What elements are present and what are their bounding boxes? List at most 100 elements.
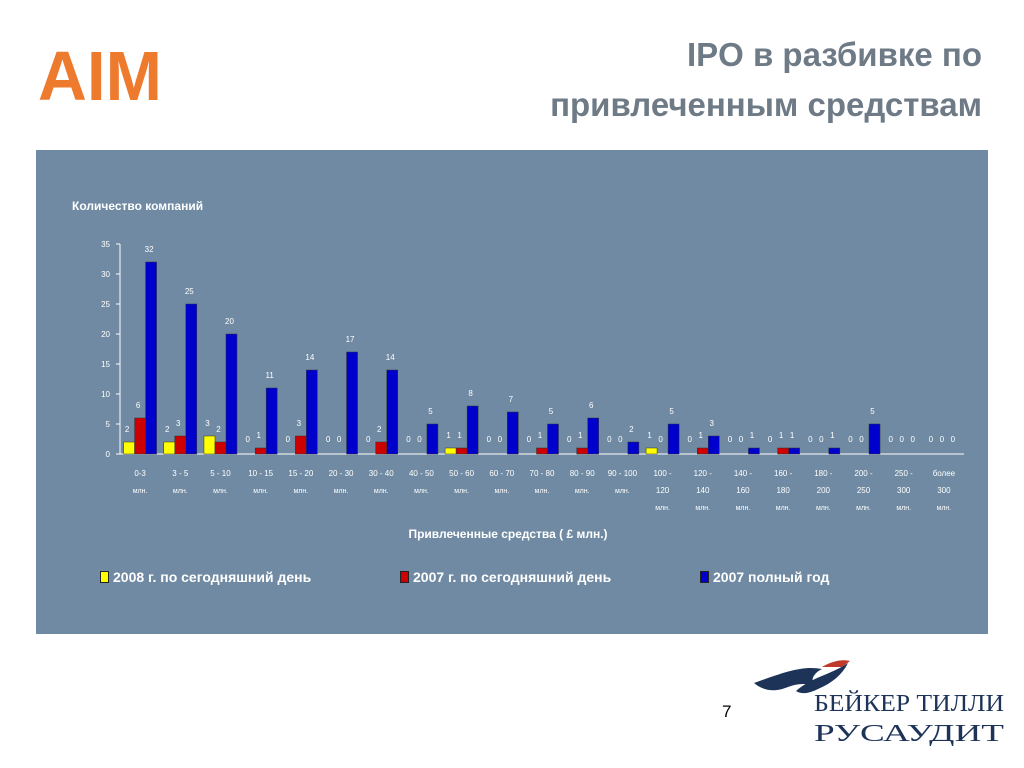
value-label-s2-c16: 1: [790, 431, 795, 440]
value-label-s2-c18: 5: [870, 407, 875, 416]
bar-s1-c14: [697, 447, 709, 455]
y-tick-label-4: 20: [101, 330, 110, 339]
x-tick-label-10-line-1: млн.: [535, 488, 550, 495]
value-label-s0-c0: 2: [125, 425, 130, 434]
x-tick-label-20-line-0: более: [933, 469, 956, 478]
bar-s2-c2: [225, 333, 238, 455]
x-tick-label-11-line-1: млн.: [575, 488, 590, 495]
x-tick-label-14-line-1: 140: [696, 486, 710, 495]
value-label-s1-c9: 0: [498, 435, 503, 444]
value-label-s2-c9: 7: [509, 395, 514, 404]
x-tick-label-3-line-1: млн.: [253, 488, 268, 495]
bar-s1-c3: [254, 447, 267, 455]
x-tick-label-14-line-2: млн.: [695, 505, 710, 512]
x-tick-label-11-line-0: 80 - 90: [570, 469, 595, 478]
legend-label-2007-full: 2007 полный год: [713, 569, 830, 585]
x-tick-label-8-line-0: 50 - 60: [449, 469, 474, 478]
y-axis-ticks: 0 5 10 15 20 25 30 35: [101, 240, 120, 459]
legend-label-2007-partial: 2007 г. по сегодняшний день: [413, 569, 612, 585]
bar-s2-c8: [466, 405, 479, 455]
x-tick-label-19-line-1: 300: [897, 486, 911, 495]
value-label-s0-c16: 0: [768, 435, 773, 444]
y-tick-label-6: 30: [101, 270, 110, 279]
x-tick-label-10-line-0: 70 - 80: [530, 469, 555, 478]
value-label-s0-c12: 0: [607, 435, 612, 444]
value-label-s1-c15: 0: [739, 435, 744, 444]
value-label-s0-c3: 0: [245, 435, 250, 444]
bar-s1-c16: [777, 447, 789, 455]
y-axis-label: Количество компаний: [72, 199, 203, 213]
x-tick-label-20-line-2: млн.: [937, 505, 952, 512]
value-label-s2-c20: 0: [951, 435, 956, 444]
value-label-s2-c6: 14: [386, 353, 395, 362]
value-label-s2-c14: 3: [710, 419, 715, 428]
bar-s2-c7: [426, 423, 439, 455]
x-tick-label-5-line-0: 20 - 30: [329, 469, 354, 478]
legend-item-2007-full: 2007 полный год: [700, 569, 829, 587]
x-tick-label-16-line-0: 160 -: [774, 469, 793, 478]
x-axis-label: Привлеченные средства ( £ млн.): [408, 527, 607, 541]
bar-s2-c17: [828, 447, 841, 455]
bar-s2-c12: [627, 441, 640, 455]
bar-s1-c11: [576, 447, 588, 455]
value-label-s1-c8: 1: [457, 431, 462, 440]
y-tick-label-7: 35: [101, 240, 110, 249]
bar-s1-c8: [455, 447, 468, 455]
bar-s1-c10: [536, 447, 548, 455]
value-label-s0-c8: 1: [446, 431, 451, 440]
legend-item-2008: 2008 г. по сегодняшний день: [100, 569, 311, 587]
value-label-s1-c5: 0: [337, 435, 342, 444]
value-label-s2-c11: 6: [589, 401, 594, 410]
value-label-s2-c17: 1: [830, 431, 835, 440]
value-label-s1-c20: 0: [940, 435, 945, 444]
legend-swatch-2007-partial: [400, 571, 409, 583]
bar-s2-c0: [145, 261, 157, 455]
value-label-s0-c6: 0: [366, 435, 371, 444]
value-label-s2-c3: 11: [266, 371, 275, 380]
value-label-s1-c12: 0: [618, 435, 623, 444]
bar-s1-c0: [134, 417, 146, 455]
value-label-s2-c4: 14: [305, 353, 314, 362]
value-label-s0-c17: 0: [808, 435, 813, 444]
x-tick-label-16-line-2: млн.: [776, 505, 791, 512]
value-label-s1-c7: 0: [417, 435, 422, 444]
x-tick-label-18-line-1: 250: [857, 486, 871, 495]
value-label-s0-c18: 0: [848, 435, 853, 444]
bar-s1-c2: [214, 441, 227, 455]
value-label-s2-c0: 32: [145, 245, 154, 254]
x-tick-label-7-line-0: 40 - 50: [409, 469, 434, 478]
bar-s2-c1: [185, 303, 198, 455]
value-label-s1-c1: 3: [176, 419, 181, 428]
bar-s2-c15: [748, 447, 760, 455]
value-label-s0-c15: 0: [728, 435, 733, 444]
value-label-s2-c2: 20: [225, 317, 234, 326]
value-label-s2-c1: 25: [185, 287, 194, 296]
x-tick-label-4-line-1: млн.: [293, 488, 308, 495]
bar-s2-c4: [306, 369, 318, 455]
x-tick-label-13-line-0: 100 -: [653, 469, 672, 478]
value-label-s0-c4: 0: [286, 435, 291, 444]
value-label-s2-c10: 5: [549, 407, 554, 416]
x-tick-label-18-line-2: млн.: [856, 505, 871, 512]
chart-panel: Количество компаний 0 5 10 15 20 25 30 35 2 6 32 2…: [36, 150, 988, 634]
bar-s1-c6: [375, 441, 387, 455]
value-label-s1-c14: 1: [699, 431, 704, 440]
value-label-s2-c15: 1: [750, 431, 755, 440]
aim-logo-text: AIM: [38, 37, 162, 110]
x-tick-label-16-line-1: 180: [776, 486, 790, 495]
x-tick-label-19-line-0: 250 -: [895, 469, 914, 478]
x-tick-label-17-line-1: 200: [817, 486, 831, 495]
bars-layer: [123, 261, 881, 455]
bar-s2-c14: [708, 435, 720, 455]
value-label-s0-c14: 0: [688, 435, 693, 444]
title-line-1: IPO в разбивке по: [686, 36, 982, 73]
bar-s1-c1: [174, 435, 187, 455]
x-tick-label-1-line-1: млн.: [173, 488, 188, 495]
aim-logo: AIM: [38, 37, 162, 110]
x-tick-label-0-line-0: 0-3: [134, 469, 146, 478]
x-tick-label-12-line-1: млн.: [615, 488, 630, 495]
bar-s2-c10: [547, 423, 559, 455]
value-label-s2-c12: 2: [629, 425, 634, 434]
x-tick-label-12-line-0: 90 - 100: [608, 469, 638, 478]
x-tick-label-2-line-1: млн.: [213, 488, 228, 495]
